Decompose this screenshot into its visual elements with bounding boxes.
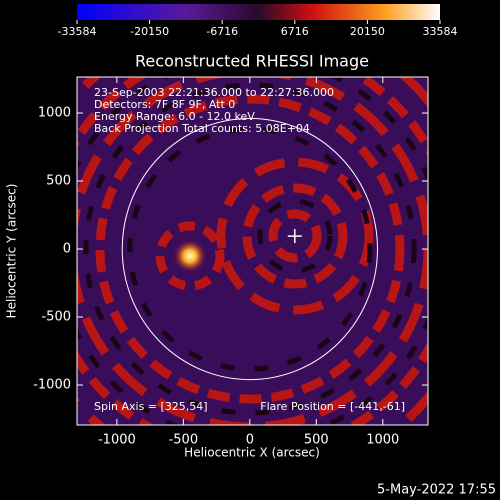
x-tick-label: 500 [304, 433, 329, 448]
chart-title: Reconstructed RHESSI Image [135, 52, 369, 71]
colorbar-tick-label: -33584 [58, 25, 97, 38]
y-tick-label: -1000 [33, 378, 71, 393]
colorbar-tick-label: -6716 [206, 25, 238, 38]
y-tick-label: -500 [41, 310, 71, 325]
annotation: Energy Range: 6.0 - 12.0 keV [94, 110, 255, 123]
image-texture [77, 77, 428, 425]
spin-axis: Spin Axis = [325,54] [94, 400, 208, 413]
colorbar-tick-label: 20150 [350, 25, 385, 38]
x-tick-label: -1000 [98, 433, 136, 448]
colorbar-tick-label: 6716 [281, 25, 309, 38]
x-tick-label: -500 [169, 433, 199, 448]
x-tick-label: 0 [246, 433, 254, 448]
x-axis-label: Heliocentric X (arcsec) [184, 446, 320, 460]
annotation: 23-Sep-2003 22:21:36.000 to 22:27:36.000 [94, 86, 334, 99]
date: 5-May-2022 17:55 [377, 483, 496, 498]
y-axis-label: Heliocentric Y (arcsec) [5, 184, 19, 319]
y-tick-label: 1000 [38, 106, 71, 121]
annotation: Back Projection Total counts: 5.08E+04 [94, 122, 310, 135]
y-tick-label: 0 [63, 242, 71, 257]
flare-position: Flare Position = [-441,-61] [260, 400, 405, 413]
solar-limb [121, 117, 378, 381]
colorbar-tick-label: 33584 [423, 25, 458, 38]
annotation: Detectors: 7F 8F 9F, Att 0 [94, 98, 235, 111]
y-tick-label: 500 [46, 174, 71, 189]
x-tick-label: 1000 [366, 433, 399, 448]
colorbar-tick-label: -20150 [130, 25, 169, 38]
plot-frame [76, 76, 429, 426]
colorbar [77, 4, 440, 20]
